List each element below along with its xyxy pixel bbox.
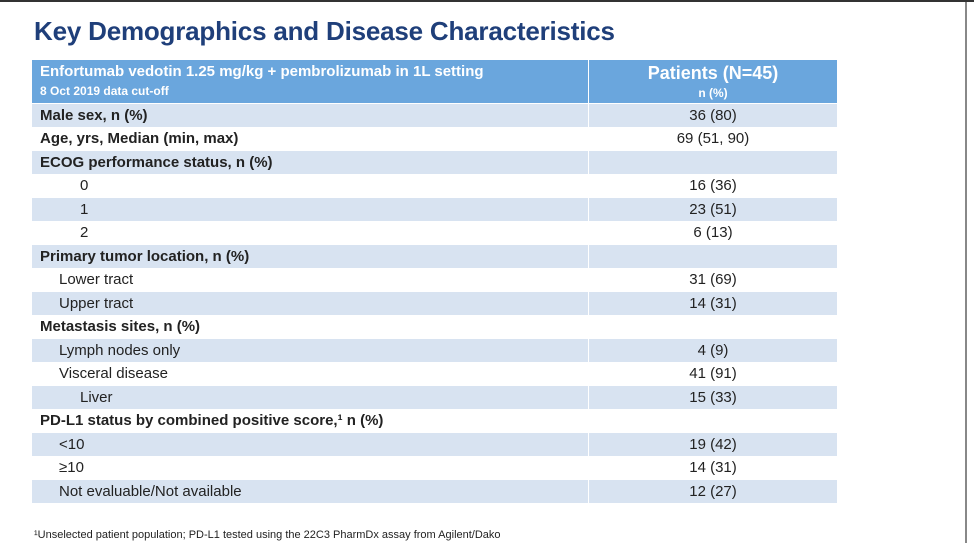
row-value: 36 (80) bbox=[588, 103, 838, 128]
table-row: Lymph nodes only 4 (9) bbox=[31, 338, 838, 363]
row-value bbox=[588, 150, 838, 175]
row-value bbox=[588, 244, 838, 269]
row-label: Not evaluable/Not available bbox=[31, 479, 589, 504]
header-text: Patients (N=45) bbox=[647, 63, 779, 83]
header-right: Patients (N=45) n (%) bbox=[588, 59, 838, 104]
row-value: 16 (36) bbox=[588, 173, 838, 198]
row-label: 1 bbox=[31, 197, 589, 222]
table: Enfortumab vedotin 1.25 mg/kg + pembroli… bbox=[31, 59, 838, 504]
table-row: Upper tract 14 (31) bbox=[31, 291, 838, 316]
row-label: Lymph nodes only bbox=[31, 338, 589, 363]
row-label: 0 bbox=[31, 173, 589, 198]
row-value: 69 (51, 90) bbox=[588, 126, 838, 151]
table-row: ECOG performance status, n (%) bbox=[31, 150, 838, 175]
row-label: Upper tract bbox=[31, 291, 589, 316]
row-value: 4 (9) bbox=[588, 338, 838, 363]
table-body: Male sex, n (%) 36 (80) Age, yrs, Median (… bbox=[31, 103, 838, 504]
header-left: Enfortumab vedotin 1.25 mg/kg + pembroli… bbox=[31, 59, 589, 104]
table-row: Primary tumor location, n (%) bbox=[31, 244, 838, 269]
row-label: ≥10 bbox=[31, 455, 589, 480]
table-row: Liver 15 (33) bbox=[31, 385, 838, 410]
row-label: Visceral disease bbox=[31, 361, 589, 386]
table-row: <10 19 (42) bbox=[31, 432, 838, 457]
header-text: Enfortumab vedotin 1.25 mg/kg + pembroli… bbox=[40, 63, 484, 80]
row-value: 12 (27) bbox=[588, 479, 838, 504]
header-text: n (%) bbox=[698, 86, 728, 100]
table-row: Metastasis sites, n (%) bbox=[31, 314, 838, 339]
table-row: Not evaluable/Not available 12 (27) bbox=[31, 479, 838, 504]
row-label: Male sex, n (%) bbox=[31, 103, 589, 128]
row-value: 14 (31) bbox=[588, 455, 838, 480]
row-value: 15 (33) bbox=[588, 385, 838, 410]
row-label: Metastasis sites, n (%) bbox=[31, 314, 589, 339]
row-label: Primary tumor location, n (%) bbox=[31, 244, 589, 269]
table-row: Male sex, n (%) 36 (80) bbox=[31, 103, 838, 128]
row-value bbox=[588, 408, 838, 433]
row-value: 19 (42) bbox=[588, 432, 838, 457]
edge bbox=[965, 2, 967, 543]
row-value: 14 (31) bbox=[588, 291, 838, 316]
row-value: 31 (69) bbox=[588, 267, 838, 292]
table-row: PD-L1 status by combined positive score,… bbox=[31, 408, 838, 433]
row-label: Liver bbox=[31, 385, 589, 410]
row-label: 2 bbox=[31, 220, 589, 245]
title: Key Demographics and Disease Characteris… bbox=[34, 16, 615, 46]
row-label: <10 bbox=[31, 432, 589, 457]
row-value bbox=[588, 314, 838, 339]
table-row: ≥10 14 (31) bbox=[31, 455, 838, 480]
row-value: 23 (51) bbox=[588, 197, 838, 222]
table-row: Age, yrs, Median (min, max) 69 (51, 90) bbox=[31, 126, 838, 151]
table-row: Visceral disease 41 (91) bbox=[31, 361, 838, 386]
table-row: 1 23 (51) bbox=[31, 197, 838, 222]
row-value: 6 (13) bbox=[588, 220, 838, 245]
table-row: Lower tract 31 (69) bbox=[31, 267, 838, 292]
row-label: Age, yrs, Median (min, max) bbox=[31, 126, 589, 151]
header-text: 8 Oct 2019 data cut-off bbox=[40, 84, 169, 98]
row-label: Lower tract bbox=[31, 267, 589, 292]
row-label: PD-L1 status by combined positive score,… bbox=[31, 408, 589, 433]
footnote: ¹Unselected patient population; PD-L1 te… bbox=[34, 529, 501, 541]
row-label: ECOG performance status, n (%) bbox=[31, 150, 589, 175]
table-row: 0 16 (36) bbox=[31, 173, 838, 198]
row-value: 41 (91) bbox=[588, 361, 838, 386]
